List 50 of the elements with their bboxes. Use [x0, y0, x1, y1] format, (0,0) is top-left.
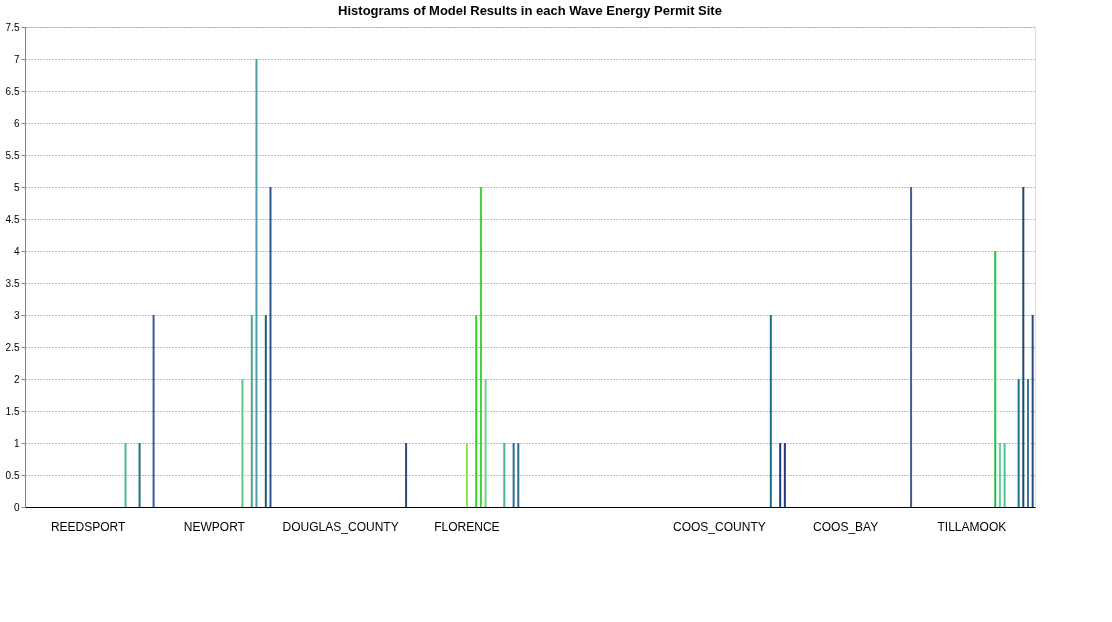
y-tick-label: 6 [13, 117, 20, 129]
bar [910, 187, 913, 507]
y-tick-label: 0.5 [5, 469, 20, 481]
y-tick-label: 1 [13, 437, 20, 449]
bar [479, 187, 482, 507]
y-tick-label: 1.5 [5, 405, 20, 417]
x-tick-label: FLORENCE [434, 519, 500, 534]
y-tick-label: 4.5 [5, 213, 20, 225]
y-tick-label: 3 [13, 309, 20, 321]
bar [269, 187, 272, 507]
bar [512, 443, 515, 507]
y-tick-label: 7.5 [5, 21, 20, 33]
x-tick-label: DOUGLAS_COUNTY [282, 519, 399, 534]
x-tick-label: TILLAMOOK [937, 519, 1007, 534]
y-tick-label: 5 [13, 181, 20, 193]
bar [779, 443, 782, 507]
x-tick-label: REEDSPORT [50, 519, 127, 534]
chart-title: Histograms of Model Results in each Wave Energy Permit Site [338, 3, 722, 18]
bar [465, 443, 468, 507]
bar [264, 315, 267, 507]
bar [769, 315, 772, 507]
y-tick-label: 2 [13, 373, 20, 385]
y-tick-label: 4 [13, 245, 20, 257]
bar [241, 379, 244, 507]
x-tick-label: COOS_COUNTY [673, 519, 766, 534]
x-tick-label: NEWPORT [183, 519, 246, 534]
bar [124, 443, 127, 507]
bar [1003, 443, 1006, 507]
bar [517, 443, 520, 507]
bar [998, 443, 1001, 507]
bar [1017, 379, 1020, 507]
bar [1031, 315, 1034, 507]
y-tick-label: 7 [13, 53, 20, 65]
bar [503, 443, 506, 507]
bar [475, 315, 478, 507]
y-tick-label: 0 [13, 501, 20, 513]
y-tick-label: 3.5 [5, 277, 20, 289]
bar [152, 315, 155, 507]
bar [783, 443, 786, 507]
x-tick-label: COOS_BAY [813, 519, 879, 534]
bar [138, 443, 141, 507]
bar [994, 251, 997, 507]
y-tick-label: 5.5 [5, 149, 20, 161]
y-tick-label: 2.5 [5, 341, 20, 353]
bar [484, 379, 487, 507]
bar [1022, 187, 1025, 507]
bar [1026, 379, 1029, 507]
bar [405, 443, 408, 507]
y-tick-label: 6.5 [5, 85, 20, 97]
bar [250, 315, 253, 507]
